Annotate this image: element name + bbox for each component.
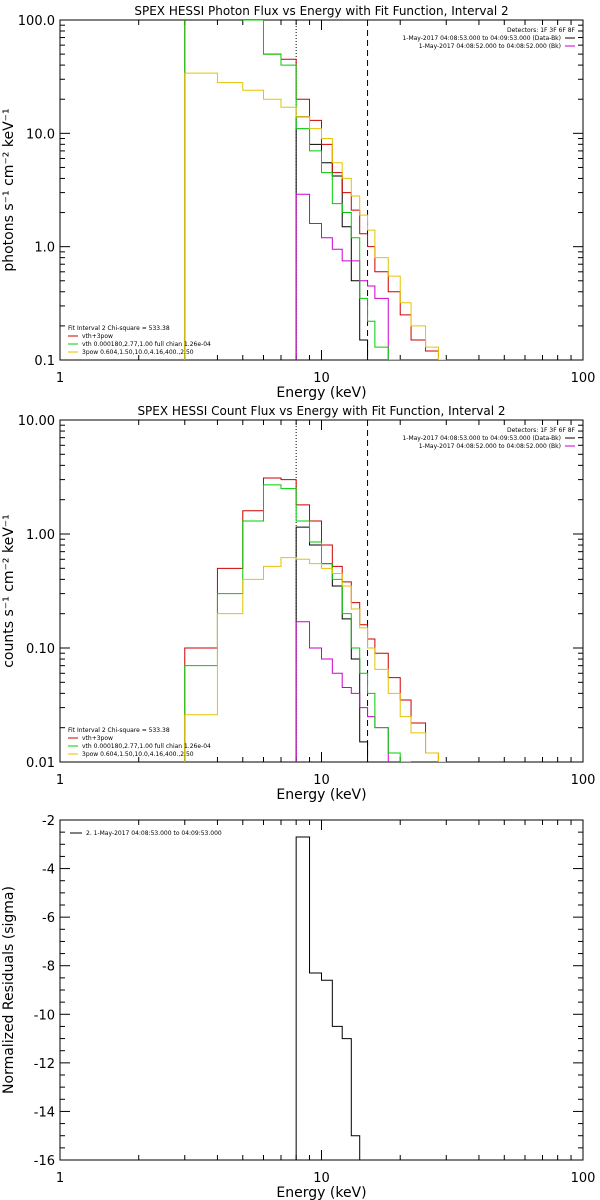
y-tick-label: -2 bbox=[42, 814, 55, 829]
series-line-3 bbox=[184, 20, 439, 360]
x-axis-label: Energy (keV) bbox=[276, 787, 366, 803]
header-note: 1-May-2017 04:08:52.000 to 04:08:52.000 … bbox=[419, 43, 561, 50]
y-tick-label: -14 bbox=[34, 1105, 55, 1120]
y-tick-label: -10 bbox=[34, 1008, 55, 1023]
series-line-2 bbox=[295, 621, 389, 762]
x-axis-label: Energy (keV) bbox=[276, 1185, 366, 1200]
header-note: 1-May-2017 04:08:53.000 to 04:09:53.000 … bbox=[402, 435, 561, 442]
header-note: Detectors: 1F 3F 6F 8F bbox=[507, 427, 576, 434]
legend-entry: vth 0.000180,2.77,1.00 full chian 1.26e-… bbox=[82, 743, 211, 750]
header-note: Detectors: 1F 3F 6F 8F bbox=[507, 27, 576, 34]
chart-panel-3: 1 10 100 -16 -14 -12 -10 -8 -6 -4 -2 Energy (keV) No… bbox=[1, 814, 595, 1200]
x-tick-label: 10 bbox=[313, 773, 330, 788]
y-tick-label: -6 bbox=[42, 911, 55, 926]
y-tick-label: -16 bbox=[34, 1154, 55, 1169]
legend-entry: vth+3pow bbox=[82, 735, 113, 742]
data-area bbox=[184, 420, 447, 762]
x-tick-label: 1 bbox=[56, 371, 64, 386]
data-area bbox=[295, 836, 361, 1160]
y-tick-label: 0.10 bbox=[26, 642, 55, 657]
y-tick-label: 0.01 bbox=[26, 756, 55, 771]
x-tick-label: 100 bbox=[571, 371, 596, 386]
legend-entry: Fit Interval 2 Chi-square = 533.38 bbox=[68, 325, 170, 332]
y-tick-label: 0.1 bbox=[34, 354, 55, 369]
series-line-1 bbox=[295, 526, 375, 762]
series-line-1 bbox=[295, 116, 376, 360]
x-tick-label: 1 bbox=[56, 773, 64, 788]
series-line-4 bbox=[184, 484, 412, 762]
series-line-3 bbox=[184, 477, 447, 762]
y-axis-label: photons s⁻¹ cm⁻² keV⁻¹ bbox=[1, 108, 17, 271]
legend-entry: vth+3pow bbox=[82, 333, 113, 340]
y-tick-label: 10.0 bbox=[26, 127, 55, 142]
y-tick-label: 100.0 bbox=[18, 14, 55, 29]
chart-panel-1: 1 10 100 0.1 1.0 10.0 100.0 SPEX HESSI Photon F… bbox=[1, 4, 596, 401]
plot-frame bbox=[59, 19, 584, 361]
y-tick-label: 10.00 bbox=[18, 414, 55, 429]
legend-entry: 3pow 0.604,1.50,10.0,4.16,400.,2.50 bbox=[82, 751, 194, 758]
header-note: 1-May-2017 04:08:52.000 to 04:08:52.000 … bbox=[419, 443, 561, 450]
x-axis-label: Energy (keV) bbox=[276, 385, 366, 401]
legend-entry: Fit Interval 2 Chi-square = 533.38 bbox=[68, 727, 170, 734]
y-tick-label: 1.0 bbox=[34, 241, 55, 256]
x-tick-label: 100 bbox=[571, 773, 596, 788]
series-line-5 bbox=[184, 72, 447, 360]
series-line-1 bbox=[295, 836, 361, 1160]
plot-frame bbox=[59, 419, 584, 763]
x-tick-label: 10 bbox=[313, 1171, 330, 1186]
data-area bbox=[184, 20, 447, 360]
series-line-5 bbox=[184, 557, 447, 762]
chart-title: SPEX HESSI Count Flux vs Energy with Fit… bbox=[137, 404, 505, 418]
chart-title: SPEX HESSI Photon Flux vs Energy with Fi… bbox=[134, 4, 508, 18]
chart-panel-2: 1 10 100 0.01 0.10 1.00 10.00 SPEX HESSI Count … bbox=[1, 404, 595, 803]
legend-entry: 3pow 0.604,1.50,10.0,4.16,400.,2.50 bbox=[82, 349, 194, 356]
header-note: 1-May-2017 04:08:53.000 to 04:09:53.000 … bbox=[402, 35, 561, 42]
plot-frame bbox=[59, 819, 584, 1161]
x-tick-label: 1 bbox=[56, 1171, 64, 1186]
series-line-2 bbox=[295, 193, 389, 360]
legend-entry: vth 0.000180,2.77,1.00 full chian 1.26e-… bbox=[82, 341, 211, 348]
series-line-4 bbox=[184, 20, 412, 360]
legend-entry: 2. 1-May-2017 04:08:53.000 to 04:09:53.0… bbox=[86, 830, 222, 837]
x-tick-label: 100 bbox=[571, 1171, 596, 1186]
y-axis-label: counts s⁻¹ cm⁻² keV⁻¹ bbox=[1, 514, 17, 668]
x-tick-label: 10 bbox=[313, 371, 330, 386]
y-tick-label: 1.00 bbox=[26, 528, 55, 543]
y-tick-label: -8 bbox=[42, 960, 55, 975]
y-tick-label: -12 bbox=[34, 1057, 55, 1072]
y-tick-label: -4 bbox=[42, 863, 55, 878]
y-axis-label: Normalized Residuals (sigma) bbox=[1, 886, 17, 1094]
